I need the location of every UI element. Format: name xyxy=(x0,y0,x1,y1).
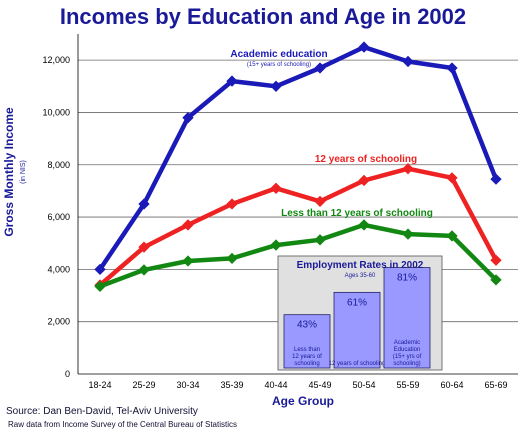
series-line xyxy=(98,44,499,271)
inset-bar-label: 12 years of schooling xyxy=(329,361,386,367)
series-point xyxy=(138,198,150,210)
series-line xyxy=(98,166,498,287)
x-tick-label: 40-44 xyxy=(264,380,287,390)
y-axis-label: Gross Monthly Income xyxy=(2,107,16,237)
y-tick-label: 2,000 xyxy=(47,317,70,327)
chart-title: Incomes by Education and Age in 2002 xyxy=(60,4,466,29)
series-label: Less than 12 years of schooling xyxy=(281,208,433,219)
inset-bar xyxy=(383,267,431,369)
inset-bar xyxy=(333,291,381,369)
inset-bar-value: 43% xyxy=(297,320,317,331)
inset-bar-label: Less than 12 years of schooling xyxy=(292,347,322,367)
x-tick-label: 60-64 xyxy=(440,380,463,390)
y-ticks: 0 2,000 4,000 6,000 8,000 10,000 12,000 xyxy=(42,55,70,379)
x-tick-label: 45-49 xyxy=(308,380,331,390)
series-labels: Academic education (15+ years of schoolin… xyxy=(230,49,432,219)
series-point xyxy=(446,230,458,242)
x-tick-label: 18-24 xyxy=(88,380,111,390)
series-point xyxy=(138,264,150,276)
x-tick-label: 35-39 xyxy=(220,380,243,390)
series-point xyxy=(314,195,326,208)
y-tick-label: 12,000 xyxy=(42,55,70,65)
series-point xyxy=(402,55,414,68)
series-point xyxy=(182,255,194,267)
y-tick-label: 4,000 xyxy=(47,264,70,274)
y-tick-label: 8,000 xyxy=(47,160,70,170)
series-point xyxy=(402,163,414,175)
series-point xyxy=(270,239,282,251)
series-line xyxy=(99,222,498,289)
y-tick-label: 6,000 xyxy=(47,212,70,222)
x-tick-label: 30-34 xyxy=(176,380,199,390)
y-axis-sublabel: (in NIS) xyxy=(20,160,27,184)
y-tick-label: 10,000 xyxy=(42,107,70,117)
series-point xyxy=(402,228,414,240)
inset-title: Employment Rates in 2002 xyxy=(297,260,424,271)
x-axis-label: Age Group xyxy=(272,394,334,408)
series-point xyxy=(270,182,282,194)
x-tick-label: 25-29 xyxy=(132,380,155,390)
x-ticks: 18-24 25-29 30-34 35-39 40-44 45-49 50-54 55-59… xyxy=(88,380,507,390)
series-point xyxy=(490,254,502,266)
source-note: Source: Dan Ben-David, Tel-Aviv Universi… xyxy=(6,406,198,417)
series-point xyxy=(358,174,370,187)
series-point xyxy=(490,274,502,286)
series-point xyxy=(490,173,502,185)
series-label: Academic education xyxy=(230,49,327,60)
series-label: 12 years of schooling xyxy=(315,154,417,165)
series-point xyxy=(138,241,150,253)
x-tick-label: 55-59 xyxy=(396,380,419,390)
series-point xyxy=(446,172,458,184)
inset-bar-value: 61% xyxy=(347,297,367,308)
x-tick-label: 50-54 xyxy=(352,380,375,390)
series-point xyxy=(182,219,194,231)
x-tick-label: 65-69 xyxy=(484,380,507,390)
inset-bar xyxy=(283,314,331,369)
employment-inset: Employment Rates in 2002 Ages 35-60 43% L… xyxy=(277,255,443,371)
y-tick-label: 0 xyxy=(65,369,70,379)
inset-bar-label: Academic Education (15+ yrs of schooling) xyxy=(393,340,422,367)
series-point xyxy=(226,198,238,210)
series-point xyxy=(358,219,370,231)
series-point xyxy=(358,41,370,53)
series-point xyxy=(226,252,238,265)
inset-subtitle: Ages 35-60 xyxy=(345,273,376,279)
series-layer xyxy=(94,41,502,293)
series-point xyxy=(314,234,326,246)
inset-bars: 43% Less than 12 years of schooling 61% 12 ye… xyxy=(283,267,431,369)
inset-bar-value: 81% xyxy=(397,273,417,284)
raw-data-note: Raw data from Income Survey of the Centr… xyxy=(8,420,237,429)
series-sublabel: (15+ years of schooling) xyxy=(247,62,311,68)
